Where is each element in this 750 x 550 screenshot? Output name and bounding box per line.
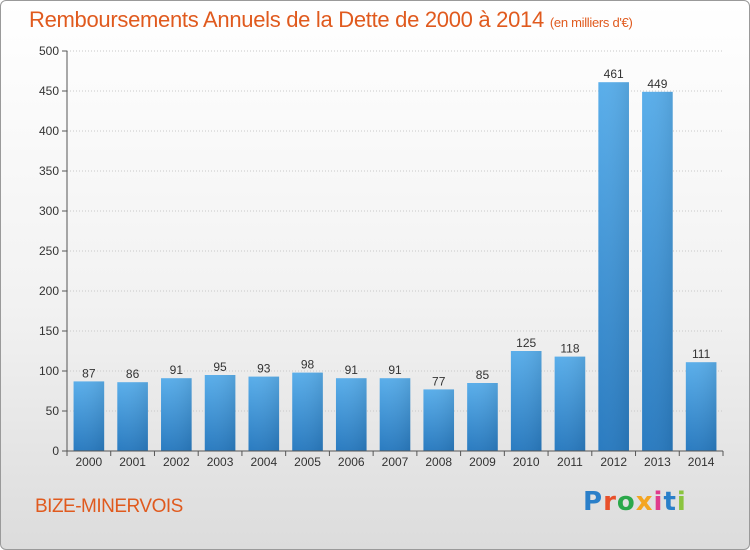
bar-shade	[510, 351, 542, 451]
y-tick-label: 100	[39, 364, 59, 378]
logo-letter: x	[635, 487, 654, 517]
logo-letter: P	[583, 487, 604, 517]
y-tick-label: 200	[39, 284, 59, 298]
bar-value-label: 85	[476, 368, 490, 382]
x-tick-label: 2005	[294, 455, 321, 469]
x-tick-label: 2011	[557, 455, 583, 469]
bar-shade	[554, 356, 586, 451]
x-tick-label: 2010	[513, 455, 540, 469]
bar-shade	[379, 378, 411, 451]
y-tick-label: 450	[39, 84, 59, 98]
x-tick-label: 2012	[600, 455, 627, 469]
y-tick-label: 50	[46, 404, 60, 418]
bar-shade	[204, 375, 236, 451]
bar-shade	[598, 82, 629, 451]
logo-letter: r	[603, 487, 617, 517]
chart-title-text: Remboursements Annuels de la Dette de 20…	[29, 7, 544, 32]
x-tick-label: 2003	[207, 455, 234, 469]
x-tick-label: 2014	[688, 455, 715, 469]
logo-letter: o	[616, 487, 636, 517]
y-tick-label: 150	[39, 324, 59, 338]
x-tick-label: 2004	[250, 455, 277, 469]
bar-shade	[685, 362, 717, 451]
y-tick-label: 500	[39, 44, 59, 58]
x-tick-label: 2006	[338, 455, 365, 469]
bar-shade	[161, 378, 192, 451]
bar-value-label: 449	[647, 77, 667, 91]
logo-letter: i	[653, 487, 664, 517]
bar-value-label: 91	[170, 363, 184, 377]
location-label: BIZE-MINERVOIS	[35, 496, 183, 517]
y-tick-label: 350	[39, 164, 59, 178]
x-tick-label: 2013	[644, 455, 671, 469]
bar-shade	[292, 372, 323, 451]
bar-value-label: 125	[516, 336, 536, 350]
y-tick-label: 250	[39, 244, 59, 258]
proxiti-logo: Proxiti	[583, 487, 687, 517]
y-tick-label: 0	[52, 444, 59, 458]
bar-value-label: 77	[432, 374, 446, 388]
bar-value-label: 86	[126, 367, 140, 381]
bar-value-label: 87	[82, 366, 96, 380]
bar-value-label: 118	[560, 342, 579, 356]
x-tick-label: 2009	[469, 455, 496, 469]
x-tick-label: 2002	[163, 455, 190, 469]
bar-value-label: 91	[345, 363, 359, 377]
bar-shade	[73, 381, 105, 451]
bar-value-label: 461	[604, 67, 624, 81]
bar-shade	[248, 376, 280, 451]
y-tick-label: 400	[39, 124, 59, 138]
bar-value-label: 91	[388, 363, 402, 377]
x-tick-label: 2007	[382, 455, 409, 469]
x-tick-label: 2008	[425, 455, 452, 469]
chart-subtitle: (en milliers d'€)	[549, 15, 633, 30]
bar-shade	[642, 91, 673, 452]
bar-shade	[117, 382, 148, 451]
bar-value-label: 111	[692, 347, 711, 361]
x-tick-label: 2001	[119, 455, 146, 469]
logo-letter: t	[663, 487, 677, 517]
logo-letter: i	[676, 487, 687, 517]
chart-title: Remboursements Annuels de la Dette de 20…	[29, 7, 633, 33]
bar-shade	[467, 383, 498, 451]
bar-value-label: 98	[301, 358, 315, 372]
bar-shade	[423, 389, 455, 451]
bar-value-label: 93	[257, 362, 271, 376]
y-tick-label: 300	[39, 204, 59, 218]
bar-value-label: 95	[213, 360, 227, 374]
x-tick-label: 2000	[76, 455, 103, 469]
bar-shade	[335, 378, 367, 451]
